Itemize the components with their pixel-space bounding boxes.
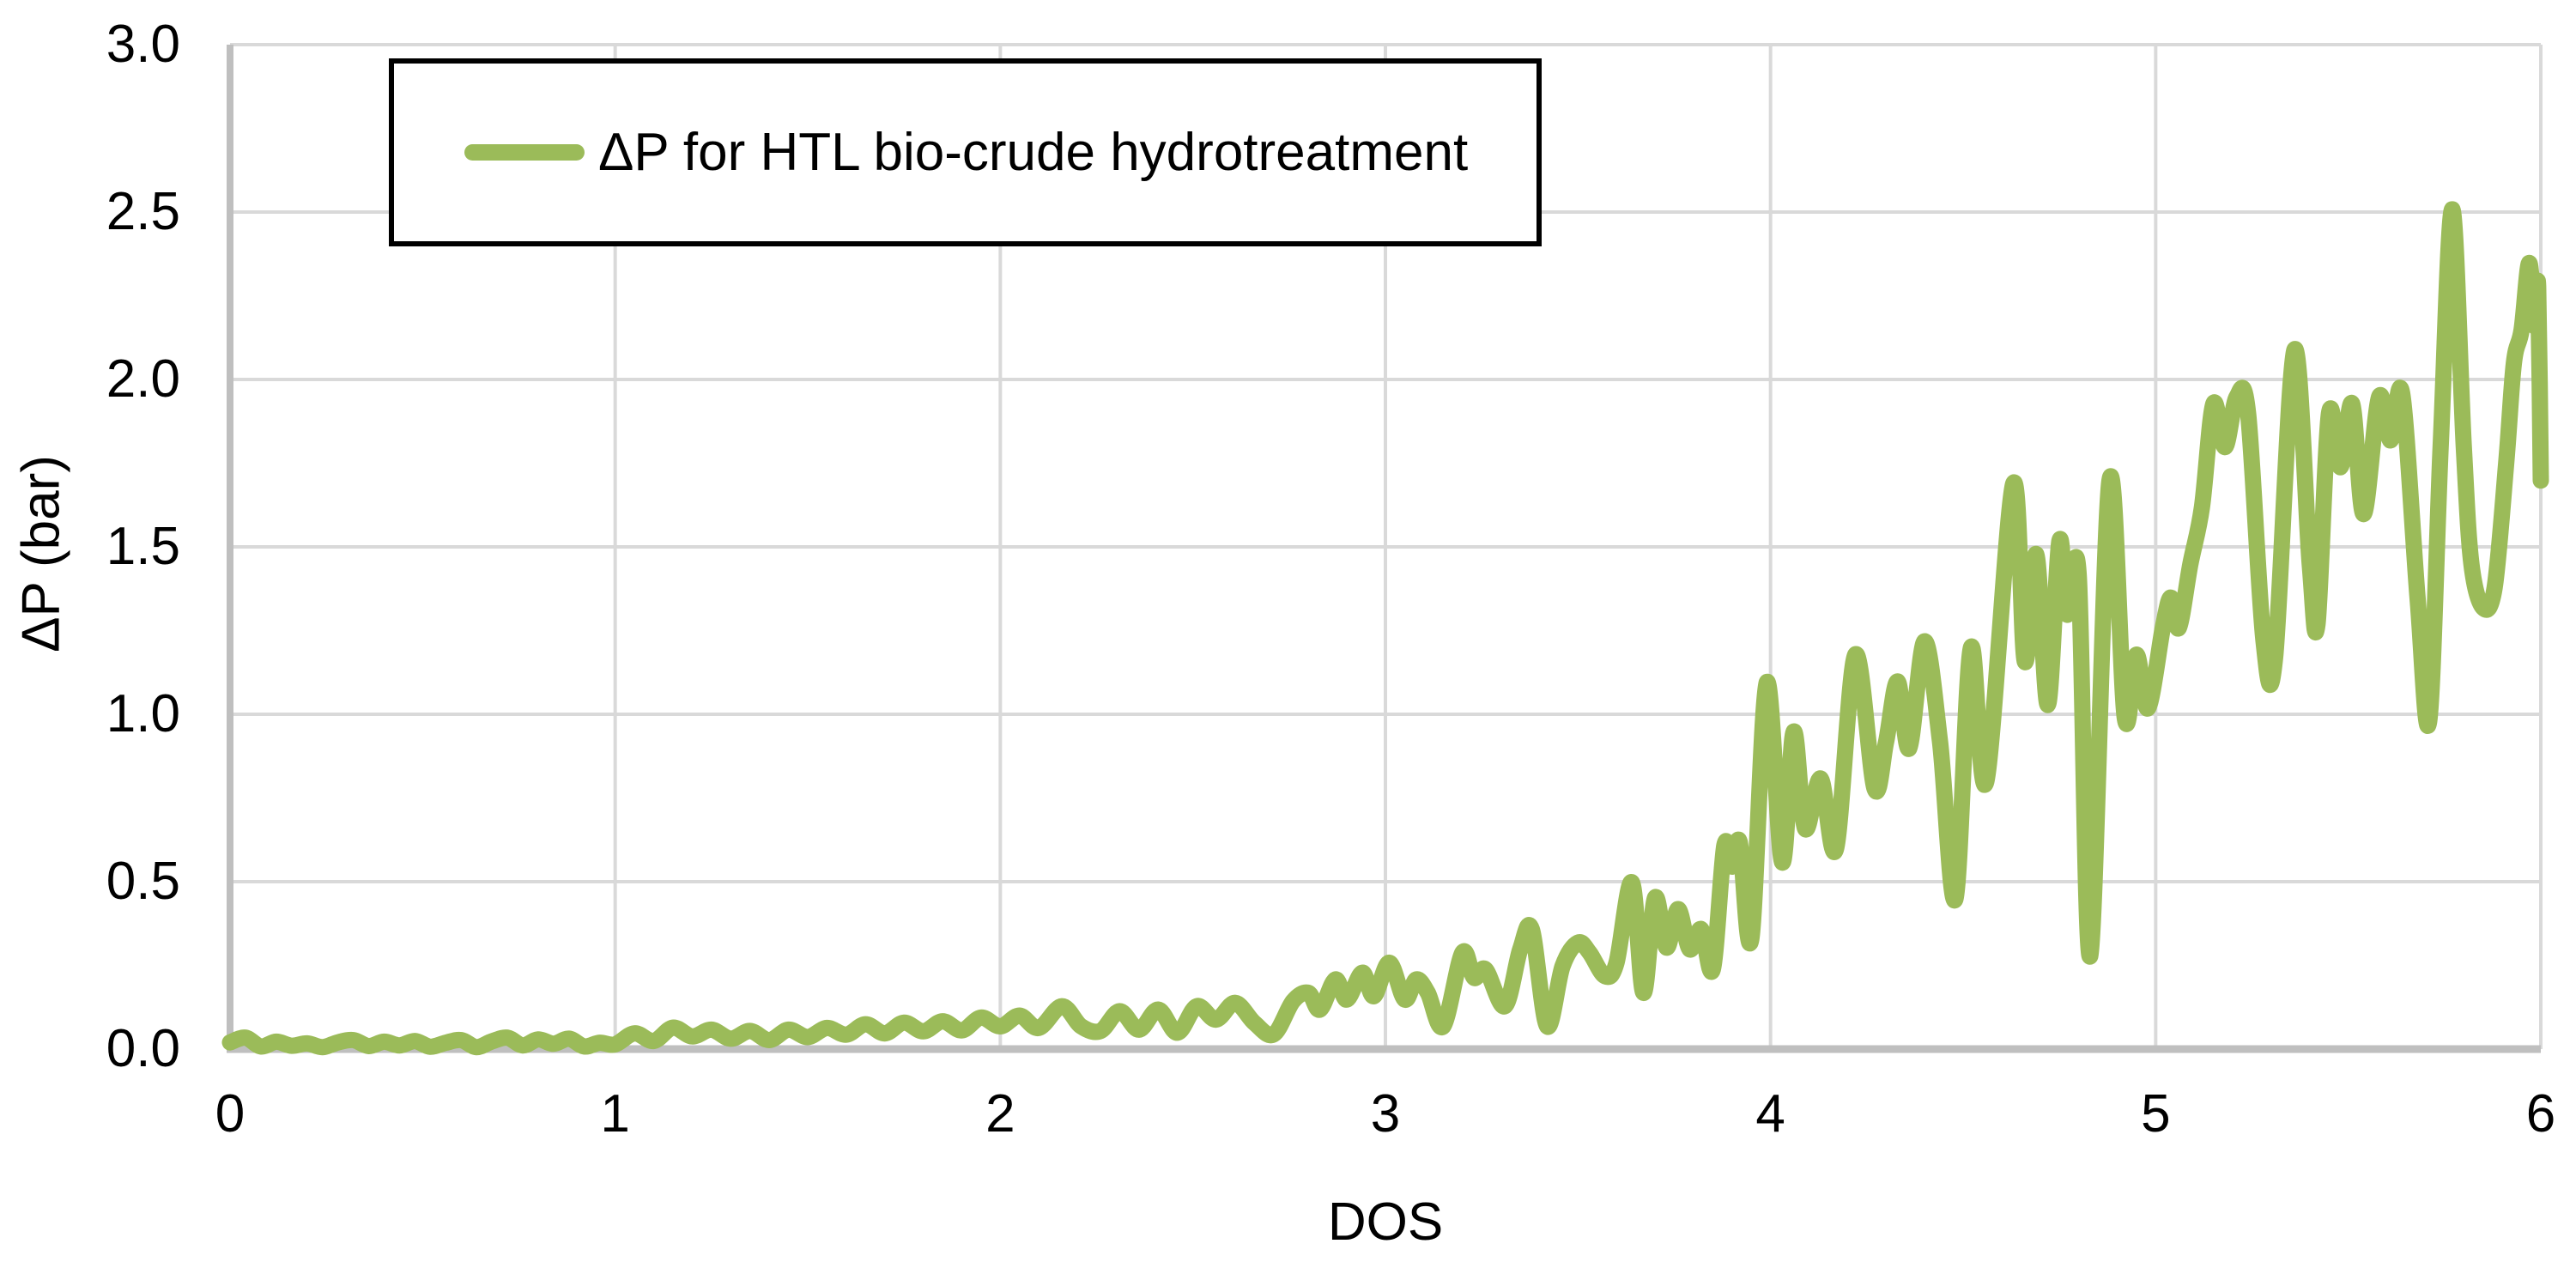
- legend-line-swatch: [464, 144, 585, 161]
- y-tick-label: 3.0: [106, 15, 180, 74]
- legend-label: ΔP for HTL bio-crude hydrotreatment: [598, 123, 1469, 182]
- y-tick-label: 1.5: [106, 517, 180, 576]
- legend-box: ΔP for HTL bio-crude hydrotreatment: [389, 58, 1542, 246]
- x-tick-label: 5: [2141, 1084, 2171, 1144]
- x-tick-label: 1: [600, 1084, 630, 1144]
- y-tick-label: 1.0: [106, 684, 180, 743]
- y-tick-label: 0.0: [106, 1019, 180, 1078]
- x-tick-label: 0: [215, 1084, 245, 1144]
- y-tick-label: 2.5: [106, 182, 180, 241]
- x-tick-label: 6: [2525, 1084, 2556, 1144]
- y-axis-title: ΔP (bar): [11, 455, 71, 652]
- x-tick-label: 4: [1755, 1084, 1785, 1144]
- x-axis-title: DOS: [1327, 1192, 1444, 1252]
- y-tick-label: 2.0: [106, 349, 180, 409]
- y-tick-label: 0.5: [106, 852, 180, 911]
- x-tick-label: 2: [985, 1084, 1015, 1144]
- x-tick-label: 3: [1370, 1084, 1401, 1144]
- series-line: [221, 201, 2549, 1056]
